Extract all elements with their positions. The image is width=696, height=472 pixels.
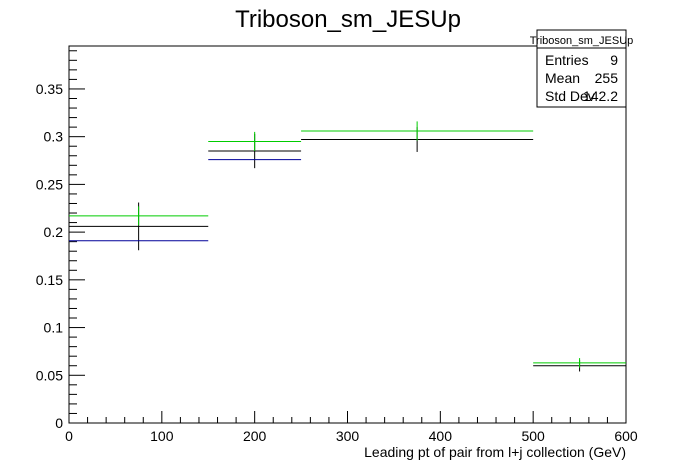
y-tick-label: 0.2	[44, 224, 64, 240]
stats-box-title: Triboson_sm_JESUp	[530, 35, 634, 47]
x-tick-label: 600	[614, 428, 638, 444]
stats-stddev-value: 142.2	[583, 88, 618, 104]
y-tick-label: 0.1	[44, 320, 64, 336]
y-tick-label: 0.05	[36, 367, 63, 383]
stats-box: Triboson_sm_JESUp Entries 9 Mean 255 Std…	[530, 29, 634, 108]
stats-stddev-label: Std Dev	[545, 88, 595, 104]
x-axis: 0 100 200 300 400 500 600	[65, 411, 638, 444]
x-tick-label: 300	[336, 428, 360, 444]
x-tick-label: 400	[429, 428, 453, 444]
stats-mean-label: Mean	[545, 70, 580, 86]
y-tick-label: 0.15	[36, 272, 63, 288]
stats-entries-label: Entries	[545, 52, 589, 68]
series-layer	[69, 121, 626, 372]
x-axis-label: Leading pt of pair from l+j collection (…	[364, 444, 626, 460]
y-tick-label: 0.25	[36, 176, 63, 192]
stats-entries-value: 9	[610, 52, 618, 68]
y-tick-label: 0	[55, 415, 63, 431]
x-tick-label: 500	[521, 428, 545, 444]
x-tick-label: 200	[243, 428, 267, 444]
y-tick-label: 0.3	[44, 129, 64, 145]
y-axis: 0 0.05 0.1 0.15 0.2 0.25 0.3 0.35	[36, 50, 85, 431]
x-tick-label: 0	[65, 428, 73, 444]
y-tick-label: 0.35	[36, 81, 63, 97]
stats-box-frame	[536, 29, 627, 108]
x-tick-label: 100	[150, 428, 174, 444]
stats-mean-value: 255	[595, 70, 619, 86]
chart-title: Triboson_sm_JESUp	[235, 6, 461, 33]
